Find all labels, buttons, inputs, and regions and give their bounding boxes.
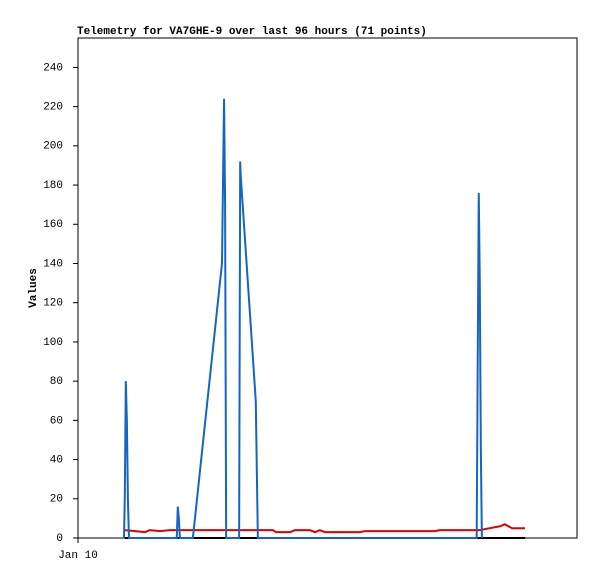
y-tick-label: 60 <box>50 415 63 427</box>
y-tick-label: 200 <box>43 141 63 153</box>
y-tick-label: 20 <box>50 494 63 506</box>
chart-title: Telemetry for VA7GHE-9 over last 96 hour… <box>77 26 427 38</box>
series-line <box>123 98 483 539</box>
y-tick-label: 180 <box>43 180 63 192</box>
x-tick-label: Jan 10 <box>58 550 98 562</box>
y-tick-label: 80 <box>50 376 63 388</box>
y-tick-label: 220 <box>43 102 63 114</box>
plot-frame <box>77 37 578 539</box>
y-tick-label: 160 <box>43 219 63 231</box>
y-axis-label: Values <box>28 268 40 308</box>
y-tick-label: 0 <box>56 533 63 545</box>
y-tick-label: 120 <box>43 298 63 310</box>
y-tick-label: 100 <box>43 337 63 349</box>
y-tick-label: 40 <box>50 454 63 466</box>
series-line <box>124 523 526 534</box>
y-tick-label: 140 <box>43 258 63 270</box>
y-tick-label: 240 <box>43 62 63 74</box>
